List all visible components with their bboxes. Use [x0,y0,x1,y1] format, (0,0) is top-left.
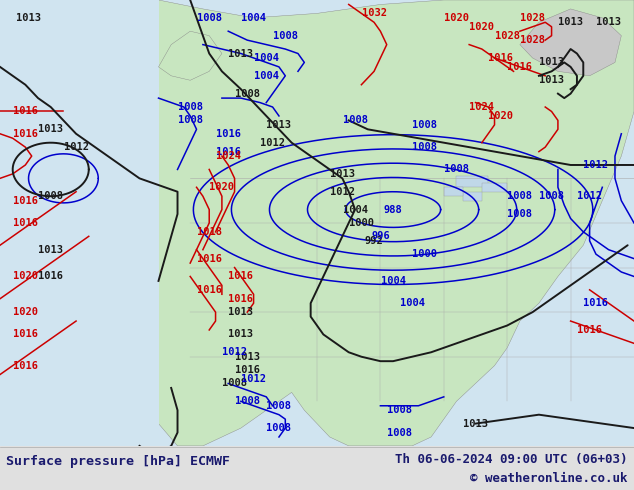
Text: 1012: 1012 [260,138,285,147]
Text: 1016: 1016 [216,129,241,139]
Text: 1008: 1008 [197,13,222,23]
Text: 1020: 1020 [444,13,469,23]
Text: 1013: 1013 [266,120,292,130]
Text: © weatheronline.co.uk: © weatheronline.co.uk [470,472,628,486]
Polygon shape [158,31,222,80]
Text: 1024: 1024 [216,151,241,161]
Text: 1008: 1008 [38,191,63,201]
Text: 1004: 1004 [241,13,266,23]
Text: Surface pressure [hPa] ECMWF: Surface pressure [hPa] ECMWF [6,455,230,468]
Text: 1016: 1016 [13,218,38,228]
Text: 996: 996 [371,231,390,242]
Polygon shape [520,9,621,76]
Text: 1016: 1016 [13,329,38,340]
Text: 988: 988 [384,204,403,215]
Text: 1016: 1016 [216,147,241,157]
Text: 1013: 1013 [596,17,621,27]
Text: 1016: 1016 [228,271,254,281]
Polygon shape [463,192,482,201]
Text: 1008: 1008 [235,89,260,98]
Text: 1012: 1012 [63,142,89,152]
Text: 1008: 1008 [178,115,203,125]
Text: 1016: 1016 [13,196,38,206]
Text: 1013: 1013 [463,418,488,429]
Text: 1012: 1012 [577,191,602,201]
Text: 1000: 1000 [349,218,374,228]
Text: 1008: 1008 [235,396,260,406]
Text: 1018: 1018 [197,227,222,237]
Polygon shape [0,0,634,446]
Text: 1016: 1016 [197,254,222,264]
Text: 1028: 1028 [520,35,545,45]
Text: 1020: 1020 [13,271,38,281]
Text: 1013: 1013 [16,13,41,23]
Text: 1013: 1013 [38,124,63,134]
Text: 1008: 1008 [444,165,469,174]
Text: 1000: 1000 [412,249,437,259]
Text: 1013: 1013 [539,57,564,68]
Text: 1020: 1020 [209,182,235,192]
Polygon shape [456,176,488,187]
Text: 1004: 1004 [380,276,406,286]
Text: 1016: 1016 [38,271,63,281]
Text: 1013: 1013 [330,169,355,179]
Text: 1008: 1008 [539,191,564,201]
Polygon shape [0,0,158,446]
Text: 1024: 1024 [469,102,495,112]
Text: 1004: 1004 [254,71,279,81]
Text: 1013: 1013 [228,49,254,58]
Text: 1020: 1020 [469,22,495,32]
Text: 1020: 1020 [488,111,514,121]
Text: 1013: 1013 [235,352,260,362]
Text: 1013: 1013 [38,245,63,255]
Text: 1008: 1008 [222,378,247,389]
Text: 1004: 1004 [399,298,425,308]
Text: 1016: 1016 [13,106,38,117]
Text: 1008: 1008 [266,423,292,433]
Text: Th 06-06-2024 09:00 UTC (06+03): Th 06-06-2024 09:00 UTC (06+03) [395,453,628,466]
Text: 1008: 1008 [266,401,292,411]
Text: 1008: 1008 [178,102,203,112]
Text: 1028: 1028 [520,13,545,23]
Text: 1012: 1012 [241,374,266,384]
Text: 1008: 1008 [412,142,437,152]
Text: 1013: 1013 [558,17,583,27]
Text: 1016: 1016 [197,285,222,295]
Text: 1004: 1004 [254,53,279,63]
Text: 1028: 1028 [495,31,520,41]
Text: 1004: 1004 [342,204,368,215]
Text: 1032: 1032 [361,8,387,19]
Text: 1016: 1016 [228,294,254,304]
Text: 1016: 1016 [577,325,602,335]
Text: 992: 992 [365,236,384,246]
Text: 1008: 1008 [342,115,368,125]
Text: 1008: 1008 [507,191,533,201]
Text: 1008: 1008 [412,120,437,130]
Text: 1020: 1020 [13,307,38,317]
Text: 1016: 1016 [13,129,38,139]
Text: 1013: 1013 [228,307,254,317]
Text: 1016: 1016 [507,62,533,72]
Text: 1016: 1016 [235,365,260,375]
Polygon shape [444,187,463,196]
Text: 1008: 1008 [387,405,412,415]
Text: 1008: 1008 [273,31,298,41]
Polygon shape [482,183,507,192]
Text: 1016: 1016 [13,361,38,370]
Text: 1016: 1016 [488,53,514,63]
Text: 1013: 1013 [539,75,564,85]
Text: 1012: 1012 [330,187,355,197]
Text: 1012: 1012 [583,160,609,170]
Text: 1008: 1008 [507,209,533,219]
Text: 1012: 1012 [222,347,247,357]
Text: 1008: 1008 [387,427,412,438]
Text: 1013: 1013 [228,329,254,340]
Polygon shape [139,0,634,446]
Text: 1016: 1016 [583,298,609,308]
